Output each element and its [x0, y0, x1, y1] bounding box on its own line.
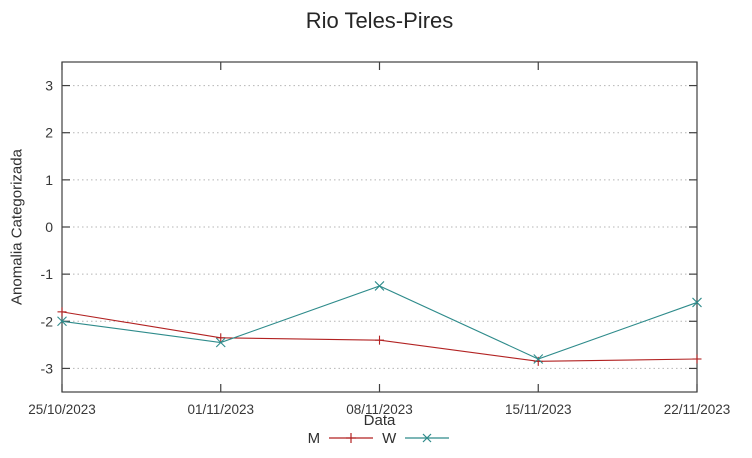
y-tick-label: -1 [41, 266, 54, 282]
y-tick-label: 2 [45, 125, 53, 141]
chart-title: Rio Teles-Pires [305, 8, 454, 33]
x-tick-label: 15/11/2023 [505, 402, 572, 417]
legend-sample-line-w [405, 433, 450, 443]
y-tick-label: -2 [41, 313, 54, 329]
legend-sample-line-m [329, 433, 374, 443]
plot-border [61, 61, 698, 393]
y-tick-label: -3 [41, 360, 54, 376]
x-tick-label: 22/11/2023 [664, 402, 731, 417]
cross-marker-icon [57, 316, 67, 327]
x-tick-label: 01/11/2023 [187, 402, 254, 417]
cross-marker-icon [533, 354, 544, 364]
series-line-w [61, 285, 698, 360]
legend-label-m: M [307, 429, 321, 447]
legend-label-w: W [382, 429, 397, 447]
y-tick-label: 0 [45, 219, 53, 235]
cross-marker-icon [215, 337, 226, 348]
cross-marker-icon [374, 281, 385, 291]
y-tick-label: 3 [45, 78, 53, 94]
y-tick-label: 1 [45, 172, 53, 188]
x-tick-label: 08/11/2023 [346, 402, 413, 417]
legend: M W [62, 429, 697, 447]
cross-marker-icon [692, 297, 702, 308]
x-tick-label: 25/10/2023 [28, 402, 96, 417]
cross-marker-icon [422, 433, 432, 443]
x-axis-label: Data [363, 412, 396, 429]
